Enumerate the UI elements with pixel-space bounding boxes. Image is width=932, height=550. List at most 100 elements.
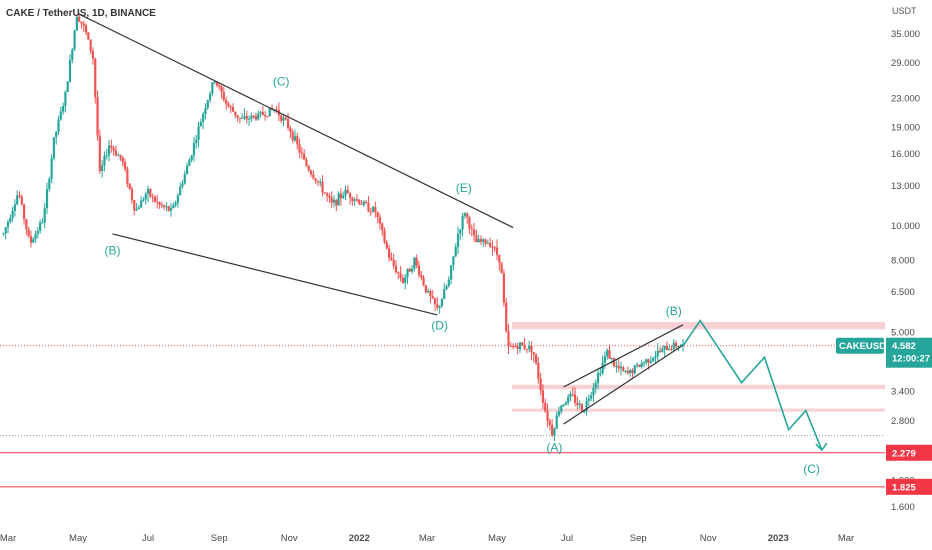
candle — [539, 372, 542, 396]
candle-body — [293, 136, 297, 141]
candle — [638, 364, 641, 368]
candle — [144, 192, 147, 205]
candle-body — [188, 160, 191, 166]
candle — [96, 90, 99, 141]
candle — [427, 288, 430, 294]
candle-body — [52, 137, 56, 159]
candle — [284, 115, 287, 121]
candle-body — [282, 117, 285, 121]
candle — [197, 121, 200, 148]
candle-body — [11, 210, 14, 219]
candle-body — [243, 116, 246, 119]
candle-body — [445, 286, 448, 290]
price-axis[interactable]: 35.000 29.000 23.000 19.000 16.000 13.000 10.0… — [886, 0, 932, 550]
candle-body — [528, 345, 531, 350]
candle-body — [165, 206, 168, 208]
candle-body — [43, 208, 46, 223]
candle — [601, 355, 604, 376]
candle — [250, 112, 253, 123]
candle-body — [234, 111, 237, 116]
candle-body — [222, 91, 225, 101]
candle — [645, 358, 648, 366]
time-axis[interactable]: Mar May Jul Sep Nov 2022 Mar May Jul Sep Nov 2023 Ma… — [0, 526, 932, 550]
candle-body — [500, 262, 503, 274]
candle — [358, 199, 361, 206]
candle — [447, 276, 450, 288]
candle — [410, 264, 414, 275]
candle — [252, 115, 255, 119]
candle-body — [452, 256, 455, 266]
candle — [179, 182, 182, 196]
candle — [388, 244, 391, 262]
candle-body — [140, 200, 143, 208]
current-price-label: 4.582 — [892, 341, 916, 352]
candle-body — [50, 158, 53, 179]
candle-body — [468, 217, 471, 229]
candle — [456, 226, 460, 255]
candle-body — [358, 199, 361, 204]
candle — [523, 337, 526, 351]
candle-body — [541, 390, 545, 403]
candle-body — [413, 257, 416, 269]
candle-body — [569, 394, 572, 397]
candle-body — [22, 204, 26, 220]
candle — [121, 156, 124, 167]
candle — [156, 195, 159, 209]
candle — [534, 353, 538, 366]
candle-body — [656, 350, 659, 357]
candle-body — [259, 112, 262, 114]
candle — [640, 360, 643, 369]
candle-body — [557, 411, 561, 416]
candle-body — [525, 348, 528, 350]
candle — [459, 228, 462, 241]
wave-label: (D) — [431, 318, 448, 332]
candle — [675, 340, 678, 349]
candle — [27, 226, 30, 238]
candle — [613, 357, 616, 368]
candle — [383, 227, 386, 245]
candle-body — [321, 181, 324, 193]
candle — [199, 118, 202, 127]
candle-body — [553, 428, 556, 436]
candle — [312, 170, 315, 180]
candle — [75, 15, 78, 31]
candle — [624, 370, 627, 374]
candle — [401, 274, 404, 285]
candle-body — [360, 203, 363, 205]
candle — [254, 112, 258, 121]
candle — [530, 341, 533, 361]
candle — [482, 238, 485, 247]
candle-body — [537, 363, 540, 379]
candle-body — [475, 235, 478, 243]
candle-body — [142, 199, 145, 201]
candle — [314, 177, 317, 185]
candle-body — [491, 246, 494, 248]
candle — [378, 213, 382, 230]
y-tick-label: 16.000 — [891, 149, 920, 160]
candle-body — [89, 39, 92, 51]
candle-body — [254, 116, 258, 120]
candle — [50, 154, 53, 184]
candle — [185, 162, 189, 175]
candle-body — [300, 152, 303, 154]
candle — [146, 185, 150, 203]
candle-body — [71, 49, 74, 60]
candle-body — [477, 239, 480, 243]
candle — [436, 297, 439, 311]
candle — [654, 350, 657, 364]
candle — [128, 183, 131, 191]
candle — [323, 192, 326, 195]
candle — [188, 157, 191, 167]
candle — [48, 176, 51, 192]
candle — [450, 264, 453, 285]
candle-body — [486, 243, 489, 245]
candle-body — [371, 207, 375, 212]
candle-body — [13, 204, 16, 211]
candle-body — [101, 165, 104, 172]
x-tick-label: Sep — [211, 533, 228, 544]
candle-body — [663, 345, 666, 350]
candle-body — [348, 193, 352, 199]
candle — [415, 254, 418, 269]
candle-body — [675, 342, 678, 347]
